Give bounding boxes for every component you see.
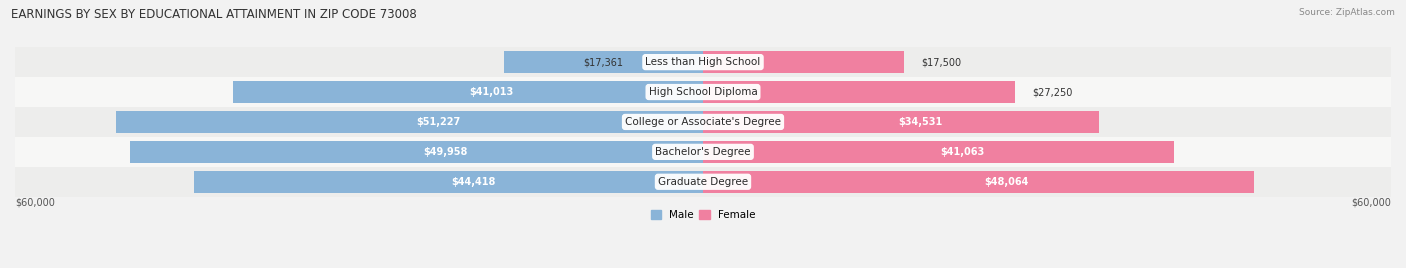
Bar	[15, 47, 1391, 77]
Bar	[703, 141, 1174, 163]
Legend: Male, Female: Male, Female	[647, 206, 759, 224]
Bar	[703, 81, 1015, 103]
Text: $17,361: $17,361	[583, 57, 623, 67]
Text: $48,064: $48,064	[984, 177, 1028, 187]
Bar	[703, 111, 1099, 133]
Text: Graduate Degree: Graduate Degree	[658, 177, 748, 187]
Text: $41,063: $41,063	[939, 147, 984, 157]
Text: $44,418: $44,418	[451, 177, 496, 187]
Bar	[115, 111, 703, 133]
Bar	[703, 171, 1254, 192]
Bar	[233, 81, 703, 103]
Text: $60,000: $60,000	[1351, 197, 1391, 207]
Text: $51,227: $51,227	[416, 117, 461, 127]
Text: College or Associate's Degree: College or Associate's Degree	[626, 117, 780, 127]
Bar	[15, 137, 1391, 167]
Text: $17,500: $17,500	[921, 57, 960, 67]
Bar	[15, 77, 1391, 107]
Text: $41,013: $41,013	[470, 87, 513, 97]
Bar	[703, 51, 904, 73]
Bar	[15, 167, 1391, 197]
Text: High School Diploma: High School Diploma	[648, 87, 758, 97]
Bar	[194, 171, 703, 192]
Text: Bachelor's Degree: Bachelor's Degree	[655, 147, 751, 157]
Text: Source: ZipAtlas.com: Source: ZipAtlas.com	[1299, 8, 1395, 17]
Text: EARNINGS BY SEX BY EDUCATIONAL ATTAINMENT IN ZIP CODE 73008: EARNINGS BY SEX BY EDUCATIONAL ATTAINMEN…	[11, 8, 418, 21]
Text: $27,250: $27,250	[1032, 87, 1073, 97]
Text: $60,000: $60,000	[15, 197, 55, 207]
Bar	[131, 141, 703, 163]
Bar	[503, 51, 703, 73]
Text: Less than High School: Less than High School	[645, 57, 761, 67]
Bar	[15, 107, 1391, 137]
Text: $34,531: $34,531	[898, 117, 943, 127]
Text: $49,958: $49,958	[423, 147, 467, 157]
